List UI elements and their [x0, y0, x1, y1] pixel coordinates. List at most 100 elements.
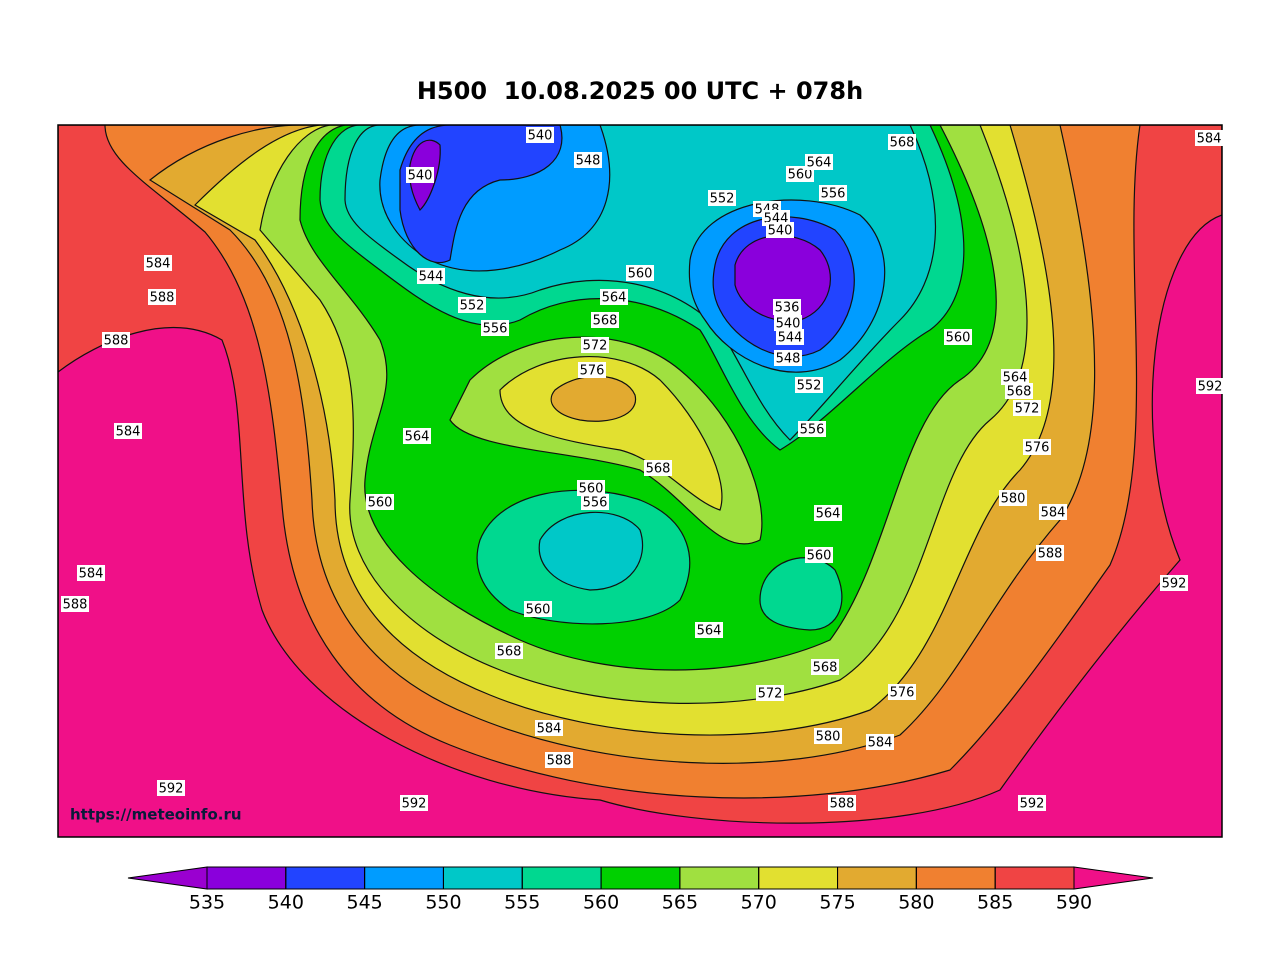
contour-label-bg — [403, 428, 431, 444]
contour-label: 560 — [368, 496, 393, 511]
contour-label: 540 — [776, 317, 801, 332]
colorbar-tick-label: 535 — [189, 892, 225, 914]
contour-label-bg — [766, 222, 794, 238]
contour-label-bg — [819, 185, 847, 201]
colorbar-tick-label: 550 — [425, 892, 461, 914]
colorbar-box — [442, 866, 523, 890]
contour-label: 584 — [116, 425, 141, 440]
contour-label-bg — [888, 684, 916, 700]
contour-label-bg — [774, 350, 802, 366]
contour-label: 556 — [483, 322, 508, 337]
colorbar-under — [127, 866, 208, 890]
contour-label-bg — [805, 154, 833, 170]
contour-label: 592 — [1020, 797, 1045, 812]
contour-label-bg — [776, 329, 804, 345]
contour-label: 576 — [1025, 441, 1050, 456]
colorbar-tick-label: 590 — [1056, 892, 1092, 914]
contour-label: 556 — [583, 496, 608, 511]
contour-label-bg — [626, 265, 654, 281]
contour-label-bg — [866, 734, 894, 750]
colorbar-box — [285, 866, 366, 890]
contour-label-bg — [1196, 378, 1224, 394]
contour-label: 588 — [547, 754, 572, 769]
contour-label-bg — [366, 494, 394, 510]
contour-label-bg — [600, 289, 628, 305]
contour-label: 568 — [890, 136, 915, 151]
contour-label-bg — [1160, 575, 1188, 591]
colorbar-box — [758, 866, 839, 890]
contour-label: 592 — [402, 797, 427, 812]
colorbar-box — [206, 866, 287, 890]
contour-label-bg — [814, 728, 842, 744]
contour-label-bg — [524, 601, 552, 617]
colorbar-box — [679, 866, 760, 890]
title: H500 10.08.2025 00 UTC + 078h — [417, 77, 863, 105]
contour-label: 564 — [697, 624, 722, 639]
contour-label-bg — [1195, 130, 1223, 146]
contour-label-bg — [773, 299, 801, 315]
contour-label: 588 — [104, 334, 129, 349]
contour-label-bg — [535, 720, 563, 736]
contour-label-bg — [1039, 504, 1067, 520]
contour-label: 568 — [813, 661, 838, 676]
contour-label: 564 — [1003, 371, 1028, 386]
contour-label-bg — [1001, 369, 1029, 385]
contour-label: 560 — [807, 549, 832, 564]
contour-label: 540 — [408, 169, 433, 184]
contour-label-bg — [581, 337, 609, 353]
contour-label-bg — [798, 421, 826, 437]
contour-label: 580 — [1001, 492, 1026, 507]
colorbar-tick-label: 585 — [977, 892, 1013, 914]
contour-label: 564 — [816, 507, 841, 522]
contour-label: 556 — [821, 187, 846, 202]
colorbar-tick-label: 540 — [268, 892, 304, 914]
contour-label: 552 — [710, 192, 735, 207]
colorbar-box — [994, 866, 1075, 890]
colorbar-box — [521, 866, 602, 890]
contour-label-bg — [417, 268, 445, 284]
contour-label: 588 — [1038, 547, 1063, 562]
contour-label: 592 — [159, 782, 184, 797]
contour-label: 560 — [579, 482, 604, 497]
contour-label-bg — [102, 332, 130, 348]
contour-label: 584 — [1041, 506, 1066, 521]
contour-label: 560 — [526, 603, 551, 618]
colorbar-box — [600, 866, 681, 890]
contour-label: 580 — [816, 730, 841, 745]
field-540 — [399, 125, 563, 264]
contour-label: 572 — [758, 687, 783, 702]
colorbar-tick-label: 565 — [662, 892, 698, 914]
contour-label-bg — [577, 480, 605, 496]
contour-label: 584 — [146, 257, 171, 272]
contour-label: 544 — [419, 270, 444, 285]
contour-label-bg — [795, 377, 823, 393]
contour-label-bg — [1018, 795, 1046, 811]
contour-label-bg — [144, 255, 172, 271]
contour-label-bg — [999, 490, 1027, 506]
contour-label-bg — [756, 685, 784, 701]
contour-label: 544 — [778, 331, 803, 346]
contour-label-bg — [944, 329, 972, 345]
contour-label: 588 — [150, 291, 175, 306]
contour-label-bg — [114, 423, 142, 439]
contour-label: 576 — [580, 364, 605, 379]
contour-label: 572 — [583, 339, 608, 354]
contour-label: 564 — [602, 291, 627, 306]
contour-label: 540 — [768, 224, 793, 239]
contour-label: 584 — [537, 722, 562, 737]
contour-label-bg — [148, 289, 176, 305]
contour-label: 584 — [868, 736, 893, 751]
colorbar: 535 540 545 550 555 560 565 570 575 580 585 590 — [127, 866, 1154, 914]
colorbar-tick-label: 580 — [898, 892, 934, 914]
contour-label: 568 — [1007, 385, 1032, 400]
colorbar-tick-label: 555 — [504, 892, 540, 914]
contour-label: 584 — [1197, 132, 1222, 147]
contour-label-bg — [545, 752, 573, 768]
contour-label: 540 — [528, 129, 553, 144]
contour-label: 568 — [593, 314, 618, 329]
field-555-east — [759, 557, 843, 631]
contour-label: 564 — [405, 430, 430, 445]
colorbar-box — [837, 866, 917, 890]
contour-label-bg — [805, 547, 833, 563]
